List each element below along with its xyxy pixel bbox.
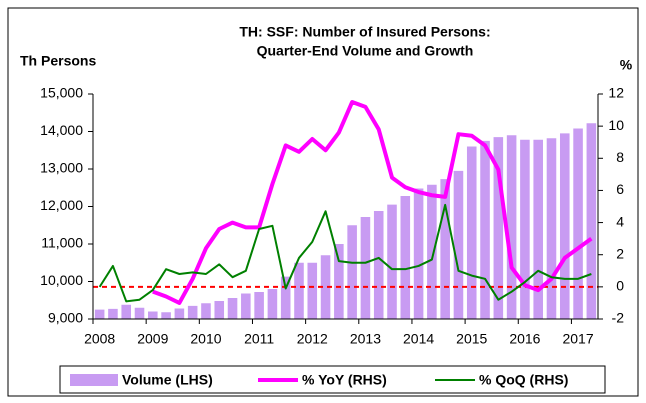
bar bbox=[360, 217, 371, 319]
bar bbox=[307, 262, 318, 319]
bar bbox=[387, 204, 397, 319]
bar bbox=[480, 140, 490, 319]
bar bbox=[227, 298, 238, 319]
x-tick-label: 2015 bbox=[456, 331, 487, 347]
bar bbox=[427, 184, 437, 319]
x-tick-label: 2011 bbox=[244, 331, 274, 347]
bar bbox=[294, 262, 304, 319]
bar bbox=[174, 308, 185, 319]
bar bbox=[453, 170, 464, 319]
bar bbox=[400, 196, 411, 319]
x-tick-label: 2017 bbox=[562, 331, 593, 347]
bar bbox=[320, 255, 331, 319]
bar bbox=[493, 137, 504, 319]
chart-title: TH: SSF: Number of Insured Persons: bbox=[239, 24, 490, 40]
bar bbox=[573, 128, 583, 319]
bar bbox=[533, 139, 543, 319]
legend-label: % QoQ (RHS) bbox=[479, 372, 568, 388]
bar bbox=[201, 303, 211, 319]
bar bbox=[161, 312, 171, 319]
bar bbox=[466, 146, 477, 319]
x-tick-label: 2013 bbox=[350, 331, 381, 347]
legend-box bbox=[59, 365, 606, 394]
y2-tick-label: 12 bbox=[608, 85, 624, 101]
bar bbox=[440, 179, 450, 319]
bar bbox=[214, 301, 225, 319]
line-series bbox=[152, 100, 593, 305]
line-series bbox=[98, 203, 592, 303]
bar bbox=[413, 188, 424, 319]
x-tick-label: 2016 bbox=[509, 331, 540, 347]
y-tick-label: 10,000 bbox=[40, 272, 83, 288]
bar bbox=[108, 308, 118, 319]
bar bbox=[121, 304, 132, 319]
bar bbox=[347, 225, 357, 319]
y-tick-label: 14,000 bbox=[40, 122, 83, 138]
chart-border bbox=[7, 7, 639, 397]
bar bbox=[280, 276, 291, 319]
y-tick-label: 12,000 bbox=[40, 197, 83, 213]
chart-subtitle: Quarter-End Volume and Growth bbox=[257, 43, 474, 59]
legend-label: % YoY (RHS) bbox=[302, 372, 387, 388]
y2-tick-label: 2 bbox=[616, 245, 624, 261]
bar bbox=[241, 293, 251, 319]
bar bbox=[94, 309, 105, 319]
y2-tick-label: 0 bbox=[616, 278, 624, 294]
bar bbox=[334, 244, 344, 319]
x-tick-label: 2012 bbox=[297, 331, 328, 347]
x-tick-label: 2009 bbox=[137, 331, 168, 347]
bar bbox=[506, 135, 517, 319]
x-tick-label: 2008 bbox=[84, 331, 115, 347]
y2-axis-label: % bbox=[620, 57, 633, 73]
bar bbox=[586, 123, 597, 319]
bar bbox=[134, 307, 145, 319]
bar bbox=[559, 133, 570, 319]
x-tick-label: 2010 bbox=[190, 331, 221, 347]
bar bbox=[520, 139, 530, 319]
y2-tick-label: 8 bbox=[616, 149, 624, 165]
bar bbox=[373, 211, 384, 319]
y2-tick-label: 4 bbox=[616, 213, 624, 229]
y-tick-label: 13,000 bbox=[40, 160, 83, 176]
y2-tick-label: 6 bbox=[616, 181, 624, 197]
y-tick-label: 11,000 bbox=[41, 235, 83, 251]
x-tick-label: 2014 bbox=[403, 331, 434, 347]
y2-tick-label: -2 bbox=[612, 310, 625, 326]
y2-tick-label: 10 bbox=[608, 117, 624, 133]
bar bbox=[148, 311, 158, 319]
y-tick-label: 9,000 bbox=[48, 310, 83, 326]
legend-label: Volume (LHS) bbox=[122, 372, 213, 388]
legend-swatch bbox=[70, 374, 118, 386]
y-tick-label: 15,000 bbox=[40, 85, 83, 101]
bar bbox=[267, 289, 278, 319]
bar bbox=[546, 138, 557, 319]
bar bbox=[254, 292, 264, 319]
y-axis-label: Th Persons bbox=[20, 53, 96, 69]
bar bbox=[187, 305, 198, 319]
